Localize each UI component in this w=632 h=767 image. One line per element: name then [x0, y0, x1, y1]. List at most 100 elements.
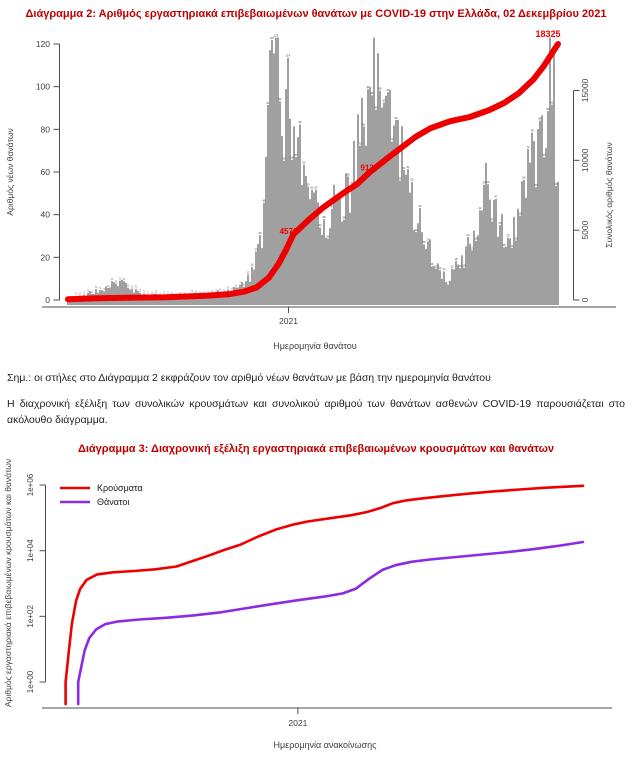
svg-text:54: 54 [487, 180, 490, 184]
svg-text:9: 9 [123, 277, 125, 281]
svg-text:58: 58 [347, 172, 350, 176]
svg-text:65: 65 [283, 157, 286, 161]
annotation-18325: 18325 [535, 29, 560, 39]
svg-text:1e+04: 1e+04 [26, 539, 35, 562]
svg-text:43: 43 [331, 205, 334, 209]
note-text: Σημ.: οι στήλες στο Διάγραμμα 2 εκφράζου… [7, 372, 491, 384]
svg-text:93: 93 [279, 97, 282, 101]
svg-text:53: 53 [555, 182, 558, 186]
svg-text:6: 6 [127, 284, 129, 288]
svg-text:5: 5 [135, 285, 137, 289]
svg-text:42: 42 [479, 206, 482, 210]
svg-text:61: 61 [403, 166, 406, 170]
svg-text:2: 2 [151, 291, 153, 295]
svg-text:9: 9 [119, 276, 121, 280]
svg-text:54: 54 [483, 181, 486, 185]
svg-text:4: 4 [219, 288, 221, 292]
chart2-right-axis: 0 5000 10000 15000 Συνολικός αριθμός θανάτων [573, 78, 614, 302]
svg-text:Ημερομηνία ανακοίνωσης: Ημερομηνία ανακοίνωσης [274, 740, 378, 750]
svg-text:122: 122 [270, 36, 275, 40]
svg-text:2: 2 [83, 291, 85, 295]
svg-text:71: 71 [527, 145, 530, 149]
svg-text:5: 5 [95, 285, 97, 289]
svg-text:28: 28 [515, 236, 518, 240]
svg-text:15: 15 [435, 264, 438, 268]
svg-text:38: 38 [343, 215, 346, 219]
svg-text:15: 15 [451, 265, 454, 269]
svg-text:53: 53 [535, 183, 538, 187]
svg-text:37: 37 [491, 217, 494, 221]
svg-text:53: 53 [307, 182, 310, 186]
svg-text:66: 66 [291, 156, 294, 160]
svg-text:10000: 10000 [580, 148, 590, 172]
legend-label-cases: Κρούσματα [97, 483, 143, 493]
chart3-x-axis: 2021 Ημερομηνία ανακοίνωσης [42, 707, 612, 750]
svg-text:99: 99 [367, 85, 370, 89]
svg-text:2: 2 [159, 292, 161, 296]
svg-text:74: 74 [391, 138, 394, 142]
cumulative-deaths-line [65, 41, 561, 303]
svg-text:35: 35 [499, 221, 502, 225]
svg-text:93: 93 [383, 98, 386, 102]
svg-text:6: 6 [107, 284, 109, 288]
svg-text:15000: 15000 [580, 78, 590, 102]
chart2-left-axis: 0 20 40 60 80 100 120 Αριθμός νέων θανάτων [5, 39, 60, 305]
svg-text:47: 47 [495, 195, 498, 199]
paragraph-text: Η διαχρονική εξέλιξη των συνολικών κρουσ… [7, 398, 625, 427]
svg-text:Ημερομηνία θανάτου: Ημερομηνία θανάτου [273, 341, 357, 351]
chart3-left-axis: 1e+00 1e+02 1e+04 1e+06 Αριθμός εργαστηριακά… [3, 459, 46, 707]
chart2-title: Διάγραμμα 2: Αριθμός εργαστηριακά επιβεβ… [25, 8, 607, 20]
svg-text:9: 9 [111, 277, 113, 281]
annotation-4576: 4576 [280, 227, 298, 236]
svg-text:63: 63 [303, 161, 306, 165]
svg-text:6: 6 [235, 283, 237, 287]
svg-text:7: 7 [447, 280, 449, 284]
svg-text:2: 2 [203, 291, 205, 295]
svg-text:15: 15 [463, 264, 466, 268]
svg-text:91: 91 [267, 101, 270, 105]
svg-text:82: 82 [299, 120, 302, 124]
cases-line [64, 484, 585, 706]
legend-label-deaths: Θάνατοι [97, 497, 129, 507]
svg-text:1e+02: 1e+02 [26, 605, 35, 628]
chart2-x-axis: 2021 Ημερομηνία θανάτου [42, 306, 616, 351]
svg-text:2: 2 [163, 291, 165, 295]
svg-text:3: 3 [155, 289, 157, 293]
svg-text:2: 2 [147, 291, 149, 295]
svg-text:29: 29 [327, 234, 330, 238]
svg-text:84: 84 [395, 116, 398, 120]
svg-text:18: 18 [455, 257, 458, 261]
svg-text:28: 28 [475, 237, 478, 241]
svg-text:2: 2 [167, 291, 169, 295]
svg-text:89: 89 [375, 106, 378, 110]
svg-text:5000: 5000 [580, 220, 590, 239]
svg-text:23: 23 [255, 247, 258, 251]
svg-text:2: 2 [79, 291, 81, 295]
svg-text:1e+06: 1e+06 [26, 473, 35, 496]
svg-text:43: 43 [419, 204, 422, 208]
svg-text:80: 80 [41, 124, 51, 134]
svg-text:54: 54 [351, 181, 354, 185]
svg-text:27: 27 [427, 237, 430, 241]
svg-text:26: 26 [423, 240, 426, 244]
svg-text:52: 52 [315, 186, 318, 190]
svg-text:3: 3 [91, 290, 93, 294]
svg-text:61: 61 [407, 165, 410, 169]
svg-text:16: 16 [431, 262, 434, 266]
svg-text:3: 3 [87, 289, 89, 293]
svg-text:98: 98 [379, 87, 382, 91]
svg-text:3: 3 [195, 290, 197, 294]
daily-deaths-bars [67, 37, 559, 306]
cumulative-annotations: 4576 9126 [280, 164, 379, 237]
svg-text:32: 32 [415, 228, 418, 232]
svg-text:4: 4 [231, 286, 233, 290]
svg-text:100: 100 [36, 82, 50, 92]
svg-text:67: 67 [543, 153, 546, 157]
chart3-legend: Κρούσματα Θάνατοι [60, 483, 143, 507]
svg-text:2: 2 [199, 291, 201, 295]
svg-text:29: 29 [467, 233, 470, 237]
svg-text:15: 15 [459, 264, 462, 268]
